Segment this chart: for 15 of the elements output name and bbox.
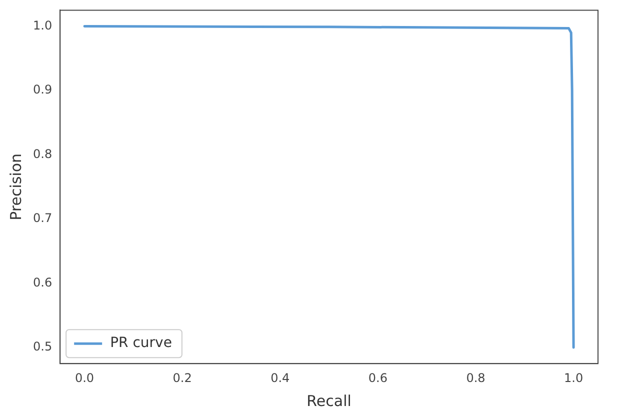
y-tick-label: 0.5	[32, 340, 52, 354]
y-tick-label: 0.6	[32, 275, 52, 290]
legend-label: PR curve	[110, 335, 172, 352]
x-tick-label: 0.8	[466, 370, 486, 385]
x-axis-title: Recall	[306, 392, 352, 410]
y-tick-label: 0.8	[32, 146, 52, 161]
x-tick-label: 0.4	[270, 370, 290, 385]
x-tick-label: 0.6	[368, 370, 388, 385]
x-tick-label: 0.2	[172, 370, 192, 385]
x-tick-label: 0.0	[74, 370, 94, 385]
y-tick-label: 1.0	[32, 18, 52, 32]
y-tick-label: 0.9	[32, 82, 52, 97]
y-tick-label: 0.7	[32, 211, 52, 226]
y-axis-title: Precision	[6, 153, 25, 220]
x-tick-label: 1.0	[564, 370, 584, 385]
